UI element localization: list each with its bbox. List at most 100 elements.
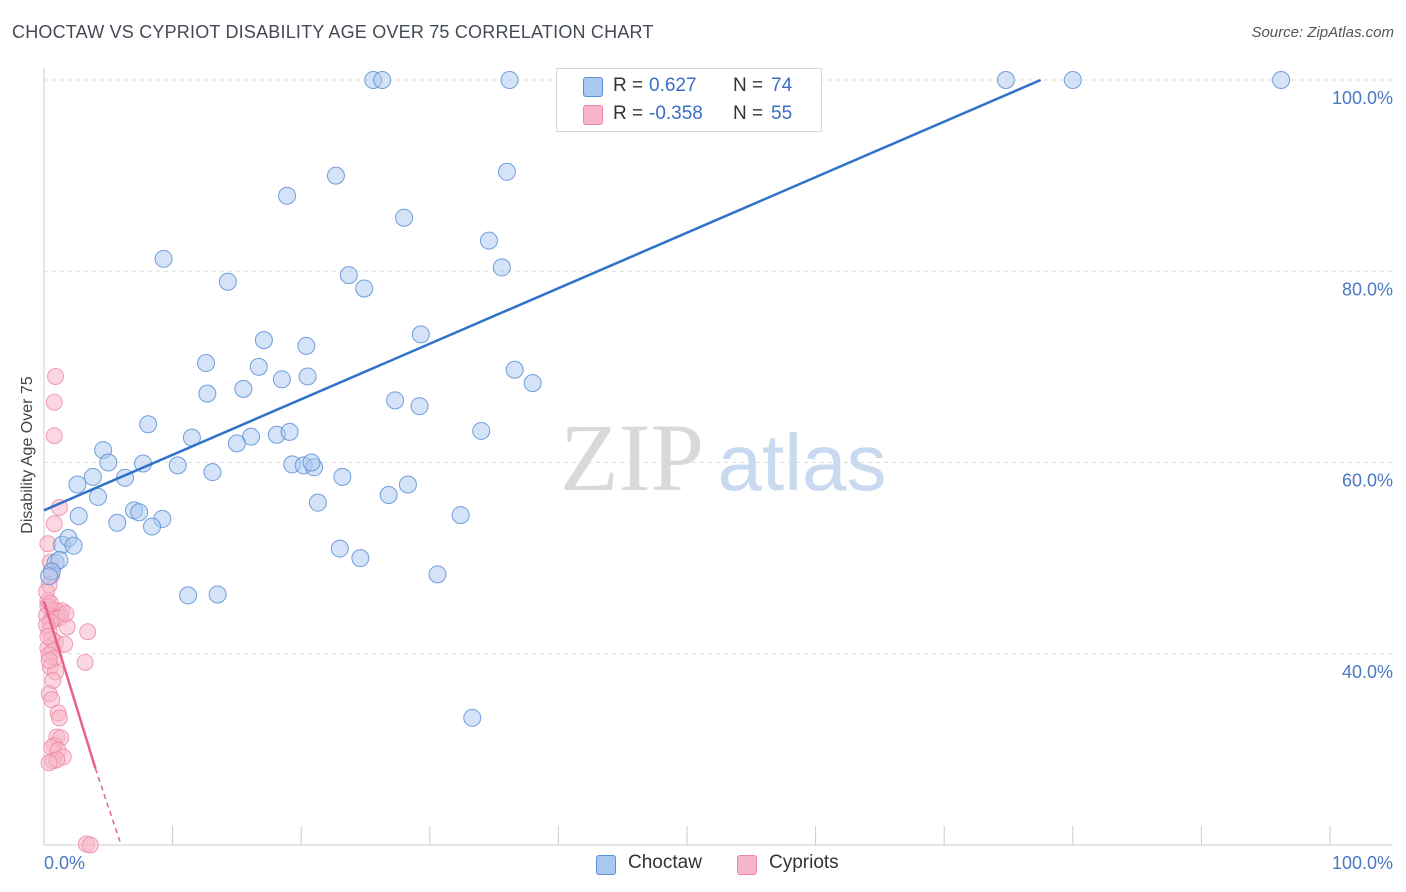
choctaw-point (379, 486, 398, 505)
choctaw-point (68, 475, 87, 494)
choctaw-point (227, 434, 246, 453)
watermark: ZIP atlas (560, 404, 886, 511)
choctaw-point (395, 208, 414, 227)
source-label: Source: ZipAtlas.com (1251, 24, 1394, 41)
choctaw-point (197, 354, 216, 373)
choctaw-point (339, 266, 358, 285)
cypriots-point (47, 367, 65, 385)
choctaw-point (355, 279, 374, 298)
choctaw-point (410, 397, 429, 416)
cypriots-swatch (583, 105, 603, 125)
r-label: R = (613, 75, 644, 96)
choctaw-point (492, 258, 511, 277)
choctaw-point (297, 336, 316, 355)
n-value: 55 (771, 103, 793, 124)
r-value: -0.358 (649, 103, 703, 124)
choctaw-point (89, 487, 108, 506)
choctaw-swatch (596, 855, 616, 875)
choctaw-point (302, 453, 321, 472)
choctaw-point (40, 567, 59, 586)
choctaw-point (505, 360, 524, 379)
cypriots-point (81, 836, 99, 854)
cypriots-regression-extension (94, 768, 122, 846)
regression-lines (42, 78, 1042, 846)
choctaw-point (1063, 71, 1082, 89)
correlation-legend: R = 0.627 N = 74 R = -0.358 N = 55 (556, 68, 822, 132)
choctaw-point (308, 493, 327, 512)
choctaw-point (234, 379, 253, 398)
n-label: N = (733, 103, 764, 124)
cypriots-point (57, 605, 75, 623)
chart-title: CHOCTAW VS CYPRIOT DISABILITY AGE OVER 7… (12, 22, 654, 42)
legend-label: Cypriots (769, 852, 839, 873)
choctaw-point (139, 415, 158, 434)
y-tick-label: 40.0% (1342, 662, 1393, 682)
choctaw-point (83, 467, 102, 486)
choctaw-point (143, 517, 162, 536)
y-tick-label: 60.0% (1342, 471, 1393, 491)
cypriots-point (45, 427, 63, 445)
x-tick-label: 0.0% (44, 853, 85, 873)
legend-label: Choctaw (628, 852, 702, 873)
choctaw-point (411, 325, 430, 344)
cypriots-point (50, 709, 68, 727)
choctaw-point (64, 536, 83, 555)
choctaw-points (40, 71, 1291, 727)
n-label: N = (733, 75, 764, 96)
choctaw-point (108, 513, 127, 532)
choctaw-point (69, 507, 88, 526)
n-value: 74 (771, 75, 793, 96)
cypriots-points (38, 367, 99, 854)
choctaw-swatch (583, 77, 603, 97)
choctaw-point (386, 391, 405, 410)
choctaw-point (479, 231, 498, 250)
choctaw-point (497, 162, 516, 181)
choctaw-point (208, 585, 227, 604)
choctaw-point (168, 456, 187, 475)
choctaw-point (218, 272, 237, 291)
x-tick-label: 100.0% (1332, 853, 1393, 873)
choctaw-point (351, 549, 370, 568)
choctaw-point (278, 186, 297, 205)
choctaw-point (280, 422, 299, 441)
choctaw-point (99, 453, 118, 472)
choctaw-point (198, 384, 217, 403)
choctaw-point (203, 463, 222, 482)
axes (43, 68, 1392, 846)
choctaw-point (254, 331, 273, 350)
choctaw-point (996, 71, 1015, 89)
cypriots-point (45, 393, 63, 411)
choctaw-point (130, 503, 149, 522)
choctaw-point (472, 421, 491, 440)
choctaw-point (179, 586, 198, 605)
choctaw-point (249, 357, 268, 376)
choctaw-point (330, 539, 349, 558)
choctaw-point (154, 249, 173, 268)
r-value: 0.627 (649, 75, 697, 96)
cypriots-point (40, 754, 58, 772)
y-tick-label: 100.0% (1332, 88, 1393, 108)
choctaw-point (326, 166, 345, 185)
watermark-atlas: atlas (718, 418, 887, 507)
choctaw-point (428, 565, 447, 584)
choctaw-point (398, 475, 417, 494)
watermark-zip: ZIP (560, 404, 704, 511)
r-label: R = (613, 103, 644, 124)
choctaw-regression-line (43, 78, 1042, 512)
choctaw-point (1272, 71, 1291, 89)
cypriots-point (76, 653, 94, 671)
choctaw-point (500, 71, 519, 89)
choctaw-point (333, 467, 352, 486)
cypriots-point (40, 651, 58, 669)
choctaw-point (373, 71, 392, 89)
cypriots-regression-line (42, 600, 97, 769)
cypriots-point (79, 623, 97, 641)
choctaw-point (298, 367, 317, 386)
choctaw-point (272, 370, 291, 389)
cypriots-point (45, 515, 63, 533)
y-tick-label: 80.0% (1342, 279, 1393, 299)
choctaw-point (451, 506, 470, 525)
choctaw-point (523, 374, 542, 393)
cypriots-swatch (737, 855, 757, 875)
